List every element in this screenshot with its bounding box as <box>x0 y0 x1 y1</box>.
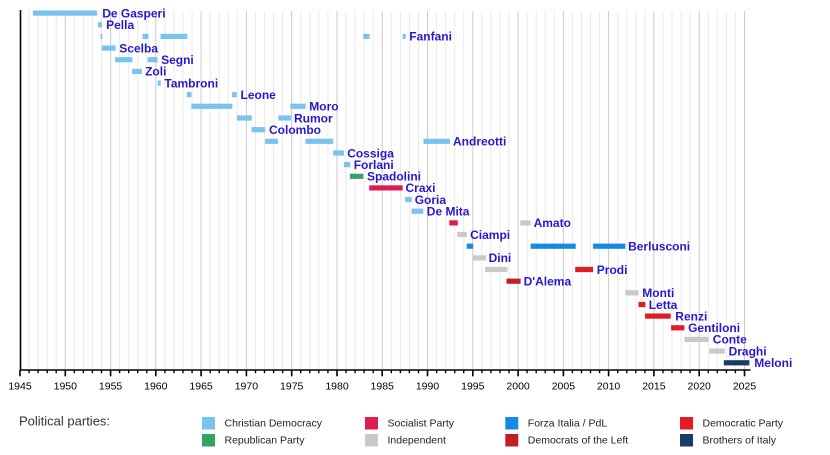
svg-text:Amato: Amato <box>534 216 571 230</box>
svg-text:Democratic Party: Democratic Party <box>703 418 784 430</box>
svg-text:1980: 1980 <box>325 381 349 393</box>
svg-text:Andreotti: Andreotti <box>453 135 506 149</box>
svg-text:Christian Democracy: Christian Democracy <box>225 418 323 430</box>
svg-text:Letta: Letta <box>649 298 678 312</box>
svg-text:Ciampi: Ciampi <box>470 228 510 242</box>
svg-text:De Gasperi: De Gasperi <box>102 6 165 20</box>
svg-text:Forza Italia / PdL: Forza Italia / PdL <box>528 418 608 430</box>
svg-text:Democrats of the Left: Democrats of the Left <box>528 435 628 447</box>
svg-text:Independent: Independent <box>388 435 446 447</box>
svg-text:Political parties:: Political parties: <box>19 414 110 429</box>
svg-text:1955: 1955 <box>99 381 123 393</box>
svg-text:Meloni: Meloni <box>754 356 792 370</box>
svg-text:1965: 1965 <box>189 381 213 393</box>
svg-text:Draghi: Draghi <box>729 344 767 358</box>
svg-text:Craxi: Craxi <box>406 181 436 195</box>
svg-text:2000: 2000 <box>506 381 530 393</box>
svg-text:1970: 1970 <box>235 381 259 393</box>
svg-text:Gentiloni: Gentiloni <box>688 321 740 335</box>
svg-text:Moro: Moro <box>309 100 338 114</box>
svg-text:1960: 1960 <box>144 381 168 393</box>
svg-text:Brothers of Italy: Brothers of Italy <box>703 435 777 447</box>
svg-text:De Mita: De Mita <box>427 205 470 219</box>
svg-text:Zoli: Zoli <box>145 65 166 79</box>
svg-text:1975: 1975 <box>280 381 304 393</box>
svg-text:2010: 2010 <box>597 381 621 393</box>
svg-text:1985: 1985 <box>371 381 395 393</box>
svg-text:2005: 2005 <box>552 381 576 393</box>
svg-text:Rumor: Rumor <box>294 111 333 125</box>
svg-text:1945: 1945 <box>8 381 32 393</box>
svg-text:1995: 1995 <box>461 381 485 393</box>
svg-text:Dini: Dini <box>489 251 512 265</box>
svg-text:Fanfani: Fanfani <box>409 30 452 44</box>
svg-text:Monti: Monti <box>642 286 674 300</box>
svg-text:Segni: Segni <box>161 53 194 67</box>
svg-text:2025: 2025 <box>733 381 757 393</box>
svg-text:1950: 1950 <box>54 381 78 393</box>
svg-text:Forlani: Forlani <box>354 158 394 172</box>
svg-text:Spadolini: Spadolini <box>367 170 421 184</box>
svg-text:Prodi: Prodi <box>597 263 628 277</box>
svg-text:Conte: Conte <box>713 333 747 347</box>
svg-text:Socialist Party: Socialist Party <box>388 418 455 430</box>
svg-text:Republican Party: Republican Party <box>225 435 306 447</box>
svg-text:Leone: Leone <box>241 88 277 102</box>
svg-text:1990: 1990 <box>416 381 440 393</box>
svg-text:Berlusconi: Berlusconi <box>628 240 690 254</box>
svg-text:Scelba: Scelba <box>119 41 158 55</box>
svg-text:Cossiga: Cossiga <box>347 146 394 160</box>
svg-text:2020: 2020 <box>688 381 712 393</box>
svg-text:Tambroni: Tambroni <box>164 76 218 90</box>
svg-text:Pella: Pella <box>106 18 134 32</box>
svg-text:2015: 2015 <box>642 381 666 393</box>
svg-text:D'Alema: D'Alema <box>524 275 572 289</box>
svg-text:Colombo: Colombo <box>269 123 321 137</box>
svg-text:Renzi: Renzi <box>675 309 707 323</box>
svg-text:Goria: Goria <box>415 193 447 207</box>
